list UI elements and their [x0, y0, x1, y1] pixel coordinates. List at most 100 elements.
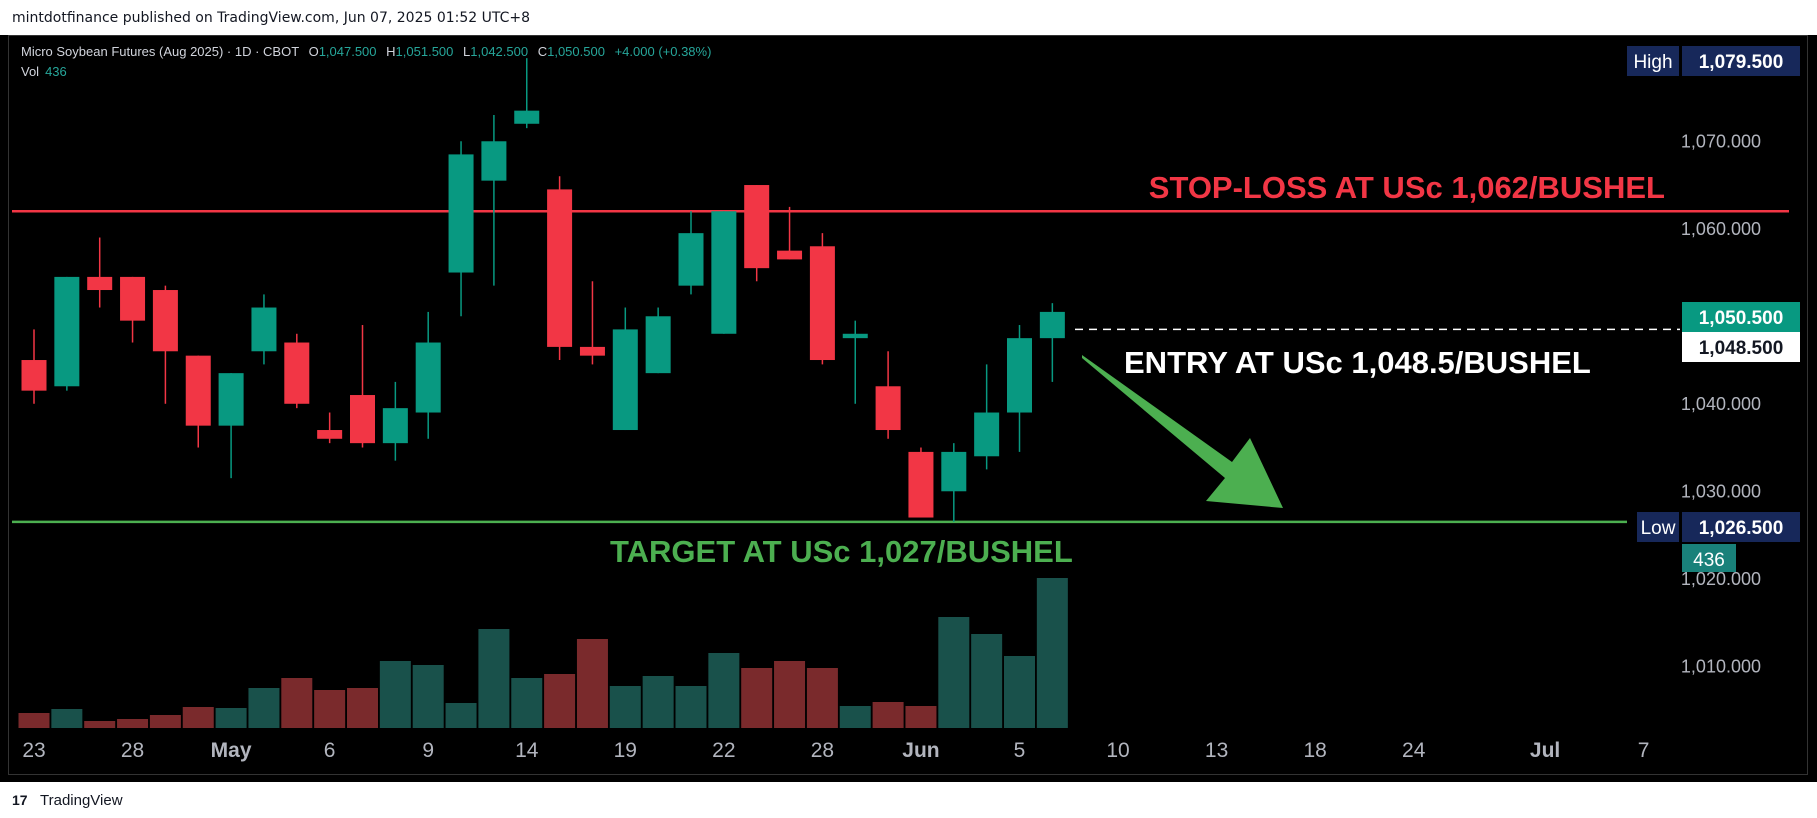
candle-body [87, 276, 113, 291]
candle-body [185, 355, 211, 426]
volume-bar [51, 709, 83, 728]
low-label: L [463, 44, 471, 59]
volume-bar [1004, 656, 1035, 728]
volume-bar [708, 653, 740, 728]
volume-bar [215, 708, 247, 728]
high-tag-value-bg [1682, 46, 1800, 76]
x-tick-label: Jun [902, 739, 939, 762]
y-tick-label: 1,070.000 [1681, 131, 1761, 151]
high-tag-label-bg [1627, 46, 1679, 76]
candle-body [777, 250, 803, 260]
x-tick-label: 28 [811, 739, 834, 762]
close-value: 1,050.500 [547, 44, 605, 59]
candle-body [21, 360, 47, 391]
candle-body [1007, 338, 1032, 413]
target-arrow-icon [1082, 355, 1283, 508]
x-tick-label: 5 [1014, 739, 1026, 762]
candle-body [579, 346, 605, 356]
candle-body [908, 451, 934, 518]
change-value: +4.000 (+0.38%) [614, 44, 712, 59]
footer-bar: 17 TradingView [0, 782, 1817, 818]
x-tick-label: 10 [1106, 739, 1129, 762]
candle-body [711, 211, 737, 334]
footer-brand: TradingView [40, 792, 123, 809]
y-tick-label: 1,040.000 [1681, 394, 1761, 414]
close-label: C [537, 44, 548, 59]
candle-body [218, 373, 244, 426]
candle-body [974, 412, 1000, 457]
volume-bar [149, 715, 181, 728]
x-tick-label: 19 [614, 739, 637, 762]
volume-legend: Vol 436 [21, 64, 67, 79]
y-tick-label: 1,010.000 [1681, 656, 1761, 676]
candle-body [514, 110, 540, 124]
volume-bar [741, 668, 773, 728]
entry-price-tag-value-bg [1682, 332, 1800, 362]
candle-body [251, 307, 277, 352]
candle-body [382, 408, 408, 444]
y-tick-label: 1,060.000 [1681, 219, 1761, 239]
x-tick-label: 23 [22, 739, 45, 762]
candle-body [547, 189, 573, 347]
volume-label: Vol [21, 64, 40, 79]
candle-body [120, 276, 146, 321]
candle-body [152, 290, 178, 352]
candle-body [678, 233, 704, 286]
candle-body [284, 342, 310, 404]
tradingview-logo-icon: 17 [12, 792, 28, 808]
x-tick-label: 24 [1402, 739, 1426, 762]
x-tick-label: 18 [1303, 739, 1326, 762]
publisher-text: mintdotfinance published on TradingView.… [12, 10, 531, 26]
candle-body [875, 386, 901, 431]
volume-tag-value: 436 [1693, 550, 1725, 571]
candle-body [842, 333, 868, 339]
entry-price-tag-value: 1,048.500 [1699, 338, 1784, 359]
low-tag-label: Low [1641, 518, 1676, 539]
candle-body [809, 246, 835, 361]
low-value: 1,042.500 [470, 44, 529, 59]
volume-bar [248, 688, 280, 728]
candle-body [481, 141, 507, 181]
x-tick-label: 7 [1638, 739, 1650, 762]
high-value: 1,051.500 [395, 44, 454, 59]
x-tick-label: 22 [712, 739, 735, 762]
volume-bar [347, 688, 378, 728]
volume-tag-bg [1682, 544, 1736, 572]
publisher-bar: mintdotfinance published on TradingView.… [0, 0, 1817, 35]
x-tick-label: 14 [515, 739, 539, 762]
volume-bar [774, 661, 806, 728]
volume-bar [117, 719, 149, 728]
x-tick-label: May [211, 739, 252, 762]
x-tick-label: 9 [422, 739, 434, 762]
volume-bar [642, 676, 674, 728]
volume-bar [675, 686, 707, 728]
volume-bar [1036, 578, 1068, 728]
low-tag-label-bg [1637, 512, 1679, 542]
high-tag-value: 1,079.500 [1699, 52, 1784, 73]
volume-bar [379, 661, 411, 728]
volume-bar [938, 617, 970, 728]
target-annotation: TARGET AT USc 1,027/BUSHEL [610, 534, 1073, 569]
last-price-tag-value: 1,050.500 [1699, 308, 1784, 329]
candle-body [645, 316, 671, 374]
entry-annotation: ENTRY AT USc 1,048.5/BUSHEL [1124, 345, 1591, 380]
ohlc-legend: Micro Soybean Futures (Aug 2025) · 1D · … [21, 44, 711, 59]
open-value: 1,047.500 [318, 44, 377, 59]
candle-body [744, 185, 770, 269]
volume-value: 436 [45, 64, 67, 79]
volume-bar [445, 703, 477, 728]
volume-bar [576, 639, 608, 728]
volume-bar [971, 634, 1003, 728]
candle-body [54, 276, 80, 387]
symbol-label: Micro Soybean Futures (Aug 2025) · 1D · … [21, 44, 299, 59]
x-tick-label: 13 [1205, 739, 1228, 762]
candle-body [1039, 311, 1065, 339]
candle-body [317, 430, 343, 439]
volume-bar [839, 706, 871, 728]
low-tag-value: 1,026.500 [1699, 518, 1784, 539]
high-label: H [386, 44, 396, 59]
candle-body [415, 342, 441, 413]
volume-bar [478, 629, 510, 728]
low-tag-value-bg [1682, 512, 1800, 542]
